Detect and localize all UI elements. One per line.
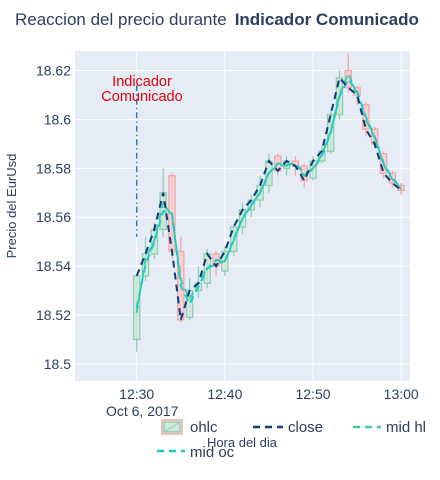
legend-ohlc-swatch-red — [161, 419, 183, 435]
mid-hl-line — [135, 70, 402, 313]
title-prefix: Reaccion del precio durante — [15, 10, 227, 29]
line-series — [135, 70, 402, 321]
legend: ohlc close mid hl mid oc — [157, 419, 426, 461]
y-tick-label: 18.5 — [44, 356, 71, 372]
legend-item-close[interactable]: close — [253, 419, 323, 436]
grid — [75, 51, 410, 381]
legend-item-mid-hl[interactable]: mid hl — [353, 419, 426, 436]
x-tick-label: 12:50 — [296, 386, 331, 402]
x-axis-title: Hora del dia — [207, 435, 278, 450]
close-line — [135, 75, 402, 321]
y-tick-label: 18.56 — [36, 209, 71, 225]
y-tick-label: 18.6 — [44, 111, 71, 127]
annotation-line-2: Comunicado — [101, 89, 182, 105]
legend-label-mid-oc: mid oc — [190, 444, 235, 461]
x-tick-label: 12:40 — [207, 386, 242, 402]
x-date-label: Oct 6, 2017 — [106, 403, 179, 419]
legend-item-mid-oc[interactable]: mid oc — [157, 444, 235, 461]
title-bold: Indicador Comunicado — [235, 10, 419, 29]
y-axis-title: Precio del EurUsd — [4, 154, 19, 259]
y-axis-ticks: 18.5 18.52 18.54 18.56 18.58 18.6 18.62 — [36, 63, 71, 372]
candle-body — [141, 253, 150, 277]
y-tick-label: 18.62 — [36, 63, 71, 79]
annotation-line-1: Indicador — [112, 74, 172, 90]
annotation: Indicador Comunicado — [101, 74, 182, 105]
mid-oc-line — [135, 77, 402, 308]
legend-label-close: close — [288, 419, 323, 436]
legend-label-mid-hl: mid hl — [386, 419, 426, 436]
legend-ohlc-swatch-diag — [163, 421, 181, 433]
y-tick-label: 18.52 — [36, 307, 71, 323]
x-axis-ticks: 12:30 12:40 12:50 13:00 — [119, 386, 419, 402]
chart-title: Reaccion del precio durante Indicador Com… — [15, 10, 419, 29]
x-tick-label: 12:30 — [119, 386, 154, 402]
y-tick-label: 18.58 — [36, 160, 71, 176]
legend-item-ohlc[interactable]: ohlc — [161, 419, 218, 436]
y-tick-label: 18.54 — [36, 258, 71, 274]
legend-label-ohlc: ohlc — [190, 419, 218, 436]
x-tick-label: 13:00 — [384, 386, 419, 402]
